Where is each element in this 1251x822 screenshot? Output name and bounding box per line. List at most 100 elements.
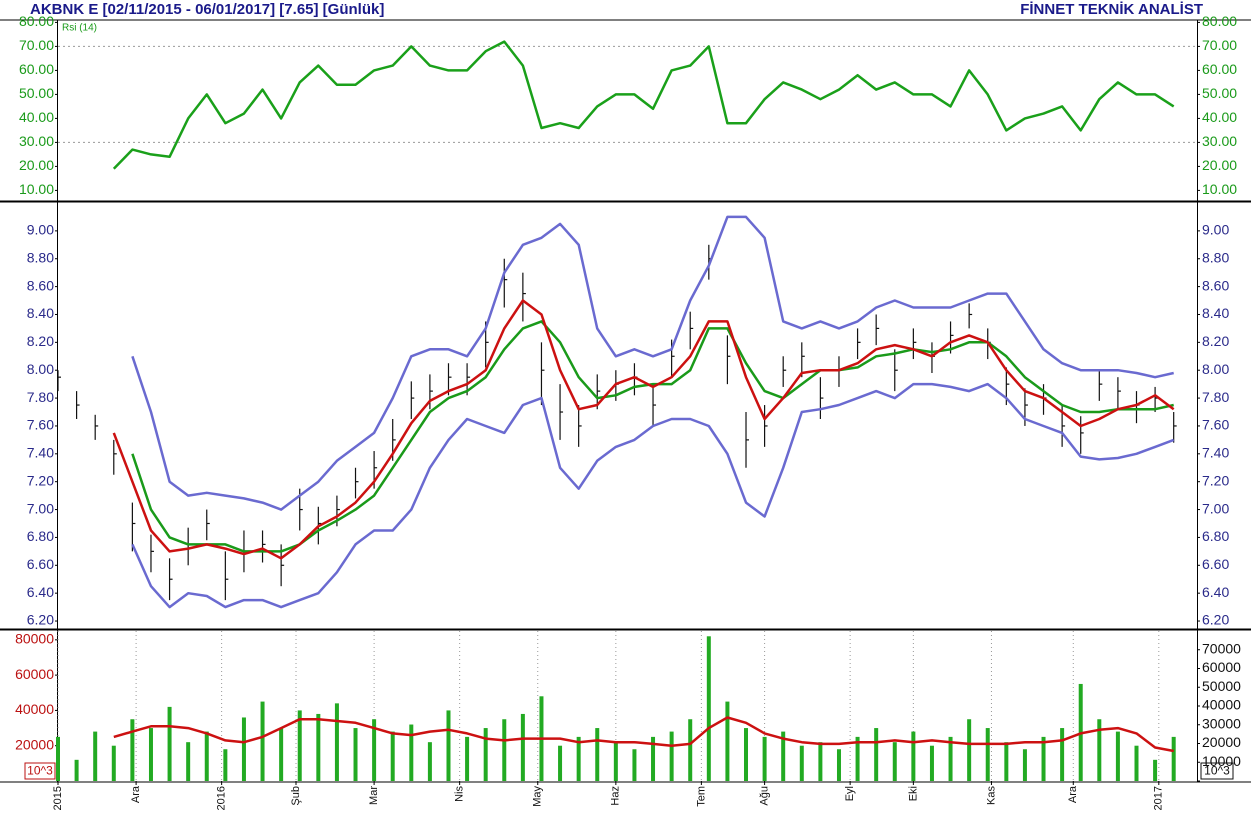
volume-bar (855, 736, 860, 781)
y-tick-label: 8.80 (1202, 249, 1229, 265)
volume-bar (818, 742, 823, 781)
volume-bar (744, 728, 749, 781)
x-tick-label: Haz (610, 786, 622, 806)
y-tick-label: 20.00 (19, 157, 54, 173)
y-tick-label: 40.00 (1202, 109, 1237, 125)
y-tick-label: 7.60 (27, 417, 54, 433)
volume-bar (911, 731, 916, 781)
volume-bar (260, 701, 265, 781)
volume-bar (74, 759, 79, 781)
x-tick-label: 2017 (1153, 786, 1165, 810)
y-tick-label: 8.60 (27, 277, 54, 293)
y2-tick-label: 30000 (1202, 715, 1241, 731)
volume-bar (1060, 728, 1065, 781)
y-tick-label: 8.80 (27, 249, 54, 265)
y2-tick-label: 70000 (1202, 640, 1241, 656)
volume-bar (372, 719, 377, 781)
volume-bar (1171, 736, 1176, 781)
y-tick-label: 8.40 (27, 305, 54, 321)
x-tick-label: Ağu (759, 786, 771, 806)
volume-bar (111, 745, 116, 781)
x-tick-label: Nis (454, 786, 466, 802)
indicator-label: Rsi (14) (62, 23, 97, 34)
volume-bar (1134, 745, 1139, 781)
volume-bar (1115, 731, 1120, 781)
volume-bar (409, 724, 414, 781)
volume-bar (1097, 719, 1102, 781)
volume-bar (595, 728, 600, 781)
chart-title: AKBNK E [02/11/2015 - 06/01/2017] [7.65]… (30, 1, 384, 18)
y-tick-label: 7.40 (27, 445, 54, 461)
y-tick-label: 6.20 (27, 612, 54, 628)
y-tick-label: 50.00 (1202, 85, 1237, 101)
y-tick-label: 7.40 (1202, 445, 1229, 461)
series-line (131, 382, 1175, 609)
volume-bar (483, 728, 488, 781)
series-line (131, 215, 1174, 511)
y-tick-label: 70.00 (19, 37, 54, 53)
volume-bar (1022, 749, 1027, 781)
volume-bar (1004, 742, 1009, 781)
y-tick-label: 80.00 (19, 13, 54, 29)
volume-bar (706, 636, 711, 781)
volume-bar (465, 736, 470, 781)
volume-bar (558, 745, 563, 781)
volume-bar (334, 703, 339, 781)
y-tick-label: 8.20 (27, 333, 54, 349)
y-tick-label: 30.00 (19, 133, 54, 149)
volume-bar (186, 742, 191, 781)
y-tick-label: 60.00 (19, 61, 54, 77)
volume-bar (781, 731, 786, 781)
y-tick-label: 7.80 (1202, 389, 1229, 405)
y-tick-label: 6.60 (27, 556, 54, 572)
volume-bar (390, 731, 395, 781)
x-tick-label: Ara (130, 785, 142, 803)
volume-bar (762, 736, 767, 781)
volume-bar (874, 728, 879, 781)
y-tick-label: 8.60 (1202, 277, 1229, 293)
y-tick-label: 6.40 (1202, 584, 1229, 600)
unit-box (24, 762, 56, 780)
y-tick-label: 30.00 (1202, 133, 1237, 149)
volume-bar (892, 742, 897, 781)
y-tick-label: 8.40 (1202, 305, 1229, 321)
x-tick-label: Ara (1067, 785, 1079, 803)
volume-bar (929, 745, 934, 781)
volume-bar (204, 731, 209, 781)
y-tick-label: 8.00 (1202, 361, 1229, 377)
x-tick-label: Şub (290, 786, 302, 806)
y-tick-label: 7.00 (1202, 500, 1229, 516)
volume-bar (427, 742, 432, 781)
volume-bar (148, 728, 153, 781)
y2-tick-label: 20000 (1202, 734, 1241, 750)
volume-bar (93, 731, 98, 781)
volume-bar (316, 713, 321, 781)
series-line (112, 40, 1175, 170)
y-tick-label: 40000 (15, 701, 54, 717)
volume-bar (297, 710, 302, 781)
y-tick-label: 80000 (15, 631, 54, 647)
source: FİNNET TEKNİK ANALİST (1020, 1, 1203, 18)
volume-bar (446, 710, 451, 781)
volume-bar (353, 728, 358, 781)
y2-tick-label: 60000 (1202, 659, 1241, 675)
y2-tick-label: 10000 (1202, 753, 1241, 769)
volume-bar (688, 719, 693, 781)
x-tick-label: May (532, 786, 544, 807)
volume-bar (56, 736, 60, 781)
y-tick-label: 7.00 (27, 500, 54, 516)
y2-tick-label: 50000 (1202, 678, 1241, 694)
unit-label: 10^3 (1204, 764, 1230, 778)
y-tick-label: 8.00 (27, 361, 54, 377)
volume-bar (1153, 759, 1158, 781)
x-tick-label: 2015 (52, 786, 64, 810)
volume-bar (576, 736, 581, 781)
volume-bar (1041, 736, 1046, 781)
volume-bar (613, 742, 618, 781)
y-tick-label: 9.00 (27, 222, 54, 238)
volume-bar (651, 736, 656, 781)
y-tick-label: 70.00 (1202, 37, 1237, 53)
